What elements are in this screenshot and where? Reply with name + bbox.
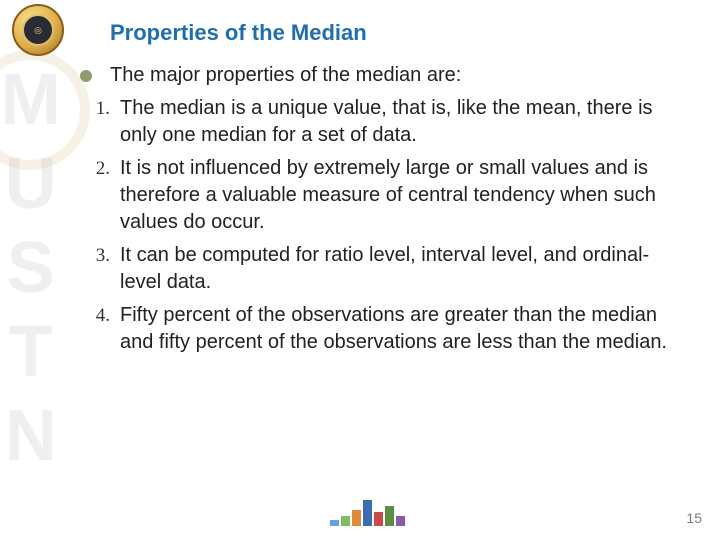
- chart-bar: [330, 520, 339, 526]
- chart-bar: [363, 500, 372, 526]
- intro-bullet: The major properties of the median are:: [80, 62, 680, 89]
- chart-bar: [374, 512, 383, 526]
- slide-body: The major properties of the median are: …: [80, 62, 680, 362]
- page-number: 15: [686, 510, 702, 526]
- chart-bar: [396, 516, 405, 526]
- footer-chart-icon: [330, 500, 405, 526]
- decorative-ring: [0, 50, 90, 170]
- list-item: 2. It is not influenced by extremely lar…: [80, 155, 680, 236]
- list-number: 2.: [80, 155, 110, 182]
- intro-text: The major properties of the median are:: [110, 62, 680, 89]
- list-item: 3. It can be computed for ratio level, i…: [80, 242, 680, 296]
- list-number: 3.: [80, 242, 110, 269]
- list-item: 1. The median is a unique value, that is…: [80, 95, 680, 149]
- institution-logo: ◎: [12, 4, 64, 56]
- chart-bar: [385, 506, 394, 526]
- list-text: It can be computed for ratio level, inte…: [120, 242, 680, 296]
- watermark-text: MUSTN: [0, 60, 68, 480]
- list-text: Fifty percent of the observations are gr…: [120, 302, 680, 356]
- bullet-icon: [80, 70, 92, 82]
- slide-title: Properties of the Median: [110, 20, 367, 46]
- list-item: 4. Fifty percent of the observations are…: [80, 302, 680, 356]
- list-number: 1.: [80, 95, 110, 122]
- chart-bar: [352, 510, 361, 526]
- list-number: 4.: [80, 302, 110, 329]
- chart-bar: [341, 516, 350, 526]
- list-text: It is not influenced by extremely large …: [120, 155, 680, 236]
- list-text: The median is a unique value, that is, l…: [120, 95, 680, 149]
